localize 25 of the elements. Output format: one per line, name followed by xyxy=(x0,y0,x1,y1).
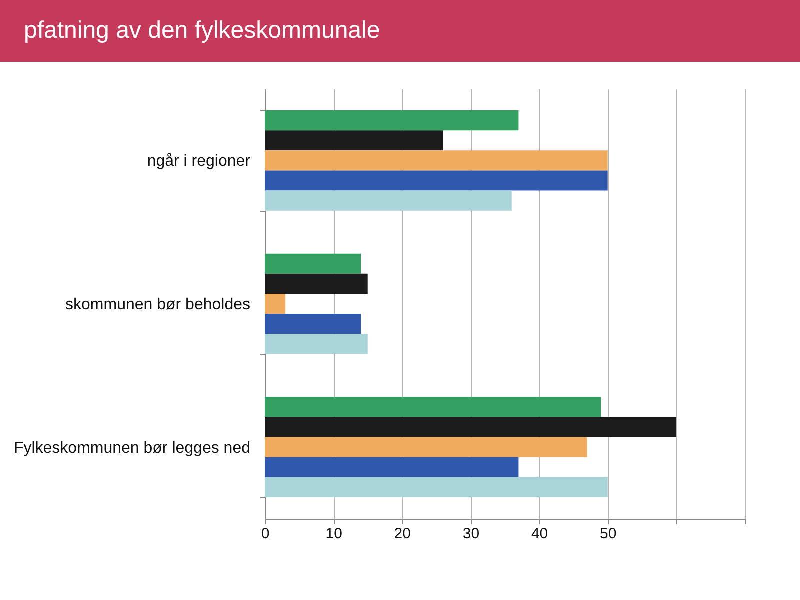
bar xyxy=(265,110,519,131)
x-tick-label: 20 xyxy=(394,526,411,542)
x-tick-label: 10 xyxy=(326,526,342,542)
bar xyxy=(265,274,368,294)
bar xyxy=(265,417,676,438)
x-tick-label: 0 xyxy=(261,526,270,542)
bar xyxy=(265,334,368,354)
bar xyxy=(265,190,512,211)
bar xyxy=(265,457,519,478)
x-tick-label: 30 xyxy=(462,526,480,542)
x-tick-label: 50 xyxy=(600,526,617,542)
bar xyxy=(265,477,608,498)
bar xyxy=(265,130,444,151)
chart-title: pfatning av den fylkeskommunale xyxy=(0,0,800,62)
bar xyxy=(265,150,608,171)
bar xyxy=(265,254,361,274)
bar xyxy=(265,314,361,334)
y-tick-label: ngår i regioner xyxy=(147,153,252,170)
x-tick-label: 40 xyxy=(531,526,548,542)
bar xyxy=(265,397,601,418)
bar xyxy=(265,294,286,314)
y-tick-label: Fylkeskommunen bør legges ned xyxy=(14,440,250,457)
bar xyxy=(265,170,608,191)
y-tick-label: skommunen bør beholdes xyxy=(66,296,250,314)
bar xyxy=(265,437,588,458)
